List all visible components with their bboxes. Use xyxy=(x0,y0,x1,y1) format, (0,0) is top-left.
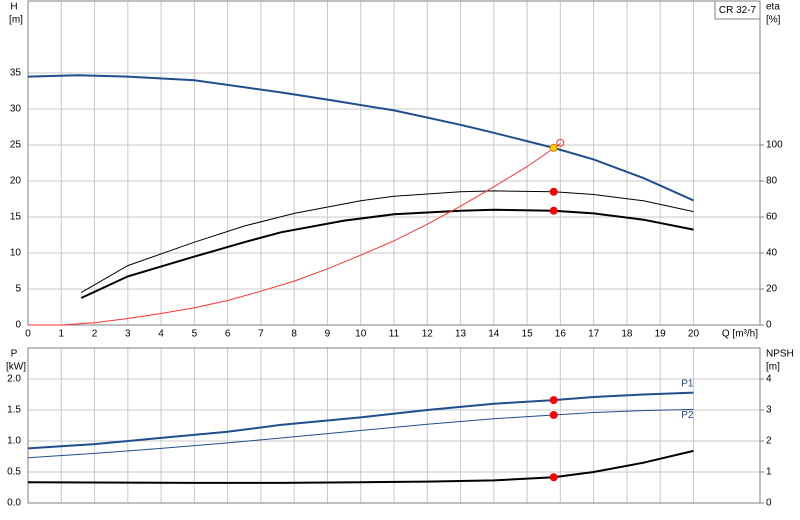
operating-point xyxy=(549,396,558,405)
y-tick-label: 15 xyxy=(10,212,22,223)
operating-point xyxy=(549,143,558,152)
x-tick-label: 20 xyxy=(688,329,700,340)
x-tick-label: 0 xyxy=(25,329,31,340)
x-axis-label: Q [m³/h] xyxy=(722,329,758,340)
series-label: P1 xyxy=(681,378,694,389)
title-box xyxy=(714,0,761,20)
y-tick-label: 30 xyxy=(10,104,22,115)
y2-tick-label: 100 xyxy=(766,140,783,151)
y-axis-unit: [m] xyxy=(9,15,23,26)
chart-title: CR 32-7 xyxy=(719,5,757,16)
series-line xyxy=(27,449,694,484)
plot-frame xyxy=(27,0,761,326)
x-tick-label: 10 xyxy=(355,329,367,340)
x-tick-label: 13 xyxy=(455,329,467,340)
y2-tick-label: 2 xyxy=(766,436,772,447)
x-tick-label: 17 xyxy=(588,329,600,340)
operating-point xyxy=(549,473,558,482)
x-tick-label: 11 xyxy=(389,329,400,340)
operating-point xyxy=(549,187,558,196)
y2-tick-label: 3 xyxy=(766,405,772,416)
series-line xyxy=(80,190,694,294)
x-tick-label: 1 xyxy=(58,329,64,340)
y2-tick-label: 20 xyxy=(766,284,778,295)
y2-tick-label: 4 xyxy=(766,374,772,385)
x-tick-label: 9 xyxy=(325,329,331,340)
y2-axis-label: NPSH xyxy=(766,349,794,360)
x-tick-label: 19 xyxy=(655,329,667,340)
operating-point xyxy=(549,206,558,215)
y-tick-label: 1.5 xyxy=(7,405,21,416)
y2-tick-label: 0 xyxy=(766,320,772,331)
series-line xyxy=(27,74,694,202)
y-tick-label: 2.0 xyxy=(7,374,21,385)
series-line xyxy=(27,408,694,459)
series-line xyxy=(27,391,694,450)
y2-tick-label: 80 xyxy=(766,176,778,187)
plot-frame xyxy=(27,347,761,504)
x-tick-label: 3 xyxy=(125,329,131,340)
y-axis-label: H xyxy=(10,2,17,13)
x-tick-label: 16 xyxy=(555,329,567,340)
y-axis-unit: [kW] xyxy=(6,362,26,373)
x-tick-label: 18 xyxy=(621,329,633,340)
y-tick-label: 35 xyxy=(10,68,22,79)
y2-tick-label: 0 xyxy=(766,498,772,509)
x-tick-label: 4 xyxy=(158,329,164,340)
y-tick-label: 25 xyxy=(10,140,22,151)
x-tick-label: 8 xyxy=(291,329,297,340)
y-tick-label: 20 xyxy=(10,176,22,187)
x-tick-label: 14 xyxy=(488,329,500,340)
x-tick-label: 5 xyxy=(192,329,198,340)
x-tick-label: 2 xyxy=(92,329,98,340)
y2-tick-label: 40 xyxy=(766,248,778,259)
series-label: P2 xyxy=(681,410,694,421)
y-tick-label: 10 xyxy=(10,248,22,259)
y2-axis-label: eta xyxy=(766,2,780,13)
x-tick-label: 6 xyxy=(225,329,231,340)
y2-axis-unit: [%] xyxy=(766,15,781,26)
y2-axis-unit: [m] xyxy=(766,362,780,373)
y2-tick-label: 60 xyxy=(766,212,778,223)
operating-point xyxy=(556,138,565,147)
y-tick-label: 5 xyxy=(15,284,21,295)
series-line xyxy=(80,208,694,299)
series-line xyxy=(28,143,561,326)
operating-point xyxy=(549,410,558,419)
y-axis-label: P xyxy=(11,349,18,360)
x-tick-label: 15 xyxy=(522,329,534,340)
y-tick-label: 0.0 xyxy=(7,498,21,509)
y2-tick-label: 1 xyxy=(766,467,772,478)
x-tick-label: 12 xyxy=(422,329,434,340)
x-tick-label: 7 xyxy=(258,329,264,340)
y-tick-label: 0 xyxy=(15,320,21,331)
y-tick-label: 1.0 xyxy=(7,436,21,447)
y-tick-label: 0.5 xyxy=(7,467,21,478)
